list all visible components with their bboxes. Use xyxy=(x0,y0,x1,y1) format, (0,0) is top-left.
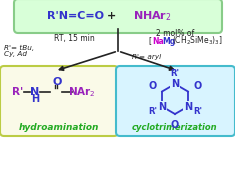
Text: O: O xyxy=(193,81,202,91)
Text: R'N=C=O: R'N=C=O xyxy=(47,11,103,21)
Text: Cy, Ad: Cy, Ad xyxy=(4,51,27,57)
Text: NHAr$_2$: NHAr$_2$ xyxy=(133,9,171,23)
Text: R': R' xyxy=(171,68,180,77)
Text: O: O xyxy=(148,81,157,91)
Text: R': R' xyxy=(148,108,157,116)
Text: cyclotrimerization: cyclotrimerization xyxy=(132,122,218,132)
Text: hydroamination: hydroamination xyxy=(19,122,99,132)
Text: [: [ xyxy=(148,36,151,46)
Text: N: N xyxy=(184,101,192,112)
FancyBboxPatch shape xyxy=(0,66,118,136)
Text: +: + xyxy=(107,11,117,21)
Text: 2 mol% of: 2 mol% of xyxy=(156,29,194,39)
Text: RT, 15 min: RT, 15 min xyxy=(54,35,94,43)
Text: R'= aryl: R'= aryl xyxy=(132,54,161,60)
Text: Mg: Mg xyxy=(162,36,175,46)
Text: N: N xyxy=(158,101,166,112)
Text: N: N xyxy=(171,79,179,89)
FancyBboxPatch shape xyxy=(14,0,222,33)
Text: (CH$_2$SiMe$_3$)$_3$]: (CH$_2$SiMe$_3$)$_3$] xyxy=(172,35,223,47)
Text: R': R' xyxy=(12,87,24,97)
Text: R': R' xyxy=(193,108,202,116)
Text: H: H xyxy=(31,94,39,104)
Text: N: N xyxy=(30,87,40,97)
Text: O: O xyxy=(171,120,179,130)
Text: NAr$_2$: NAr$_2$ xyxy=(68,85,96,99)
Text: R'= tBu,: R'= tBu, xyxy=(4,45,34,51)
Text: O: O xyxy=(52,77,62,87)
FancyBboxPatch shape xyxy=(116,66,235,136)
Text: Na: Na xyxy=(152,36,164,46)
